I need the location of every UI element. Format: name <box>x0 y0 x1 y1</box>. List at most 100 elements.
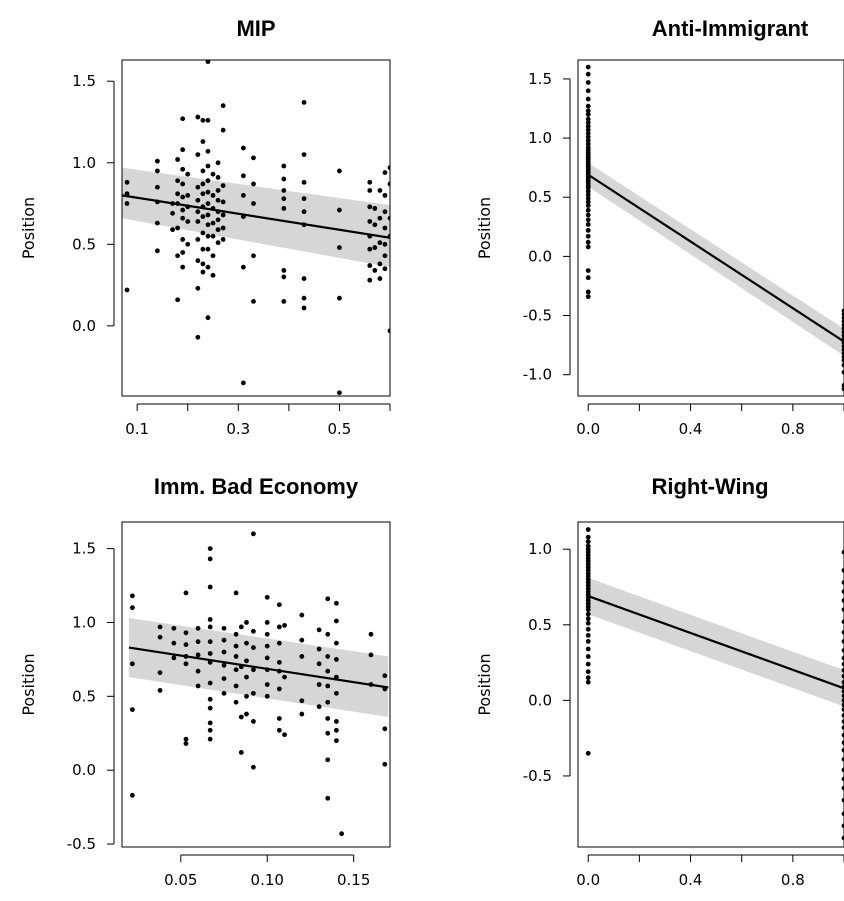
data-point <box>210 192 216 198</box>
data-point <box>183 736 189 742</box>
data-point <box>220 225 226 231</box>
data-point <box>244 658 249 664</box>
data-point <box>154 248 160 254</box>
data-point <box>841 319 844 324</box>
data-point <box>585 64 591 70</box>
x-tick-label: 0.1 <box>125 420 149 438</box>
data-point <box>233 683 239 689</box>
data-point <box>207 705 213 711</box>
y-tick-label: 0.0 <box>528 691 552 709</box>
data-point <box>276 624 282 630</box>
data-point <box>368 631 374 637</box>
chart-title: Right-Wing <box>651 474 768 499</box>
data-point <box>585 116 591 122</box>
data-point <box>195 683 201 689</box>
data-point <box>175 178 181 184</box>
data-point <box>221 690 227 696</box>
x-tick-label: 0.10 <box>251 871 284 889</box>
data-point <box>124 179 130 185</box>
data-point <box>325 668 331 674</box>
data-point <box>129 792 135 798</box>
data-point <box>220 237 226 242</box>
data-point <box>585 534 591 540</box>
data-point <box>585 192 591 198</box>
data-point <box>205 233 211 239</box>
data-point <box>585 227 591 233</box>
data-point <box>841 369 844 375</box>
chart-panel-2: 0.0 0.4 0.8 -1.0 -0.5 0.0 0.5 1.0 1.5 Position Ant… <box>475 16 844 438</box>
x-tick-label: 0.4 <box>679 420 703 438</box>
data-point <box>382 761 388 767</box>
data-point <box>244 693 249 699</box>
data-point <box>585 639 591 644</box>
data-point <box>215 160 221 166</box>
data-point <box>207 617 213 622</box>
y-tick-label: -1.0 <box>523 366 552 384</box>
data-point <box>221 662 227 668</box>
chart-panel-3: 0.05 0.10 0.15 -0.5 0.0 0.5 1.0 1.5 Position Imm.… <box>19 474 391 889</box>
data-point <box>251 764 256 770</box>
data-point <box>841 713 844 718</box>
y-tick-label: 1.5 <box>72 72 96 90</box>
data-point <box>585 141 591 147</box>
y-tick-label: 1.0 <box>72 613 96 631</box>
data-point <box>585 294 591 300</box>
data-point <box>233 699 239 705</box>
data-point <box>841 747 844 753</box>
data-point <box>210 233 216 239</box>
data-point <box>585 96 591 102</box>
data-point <box>841 688 844 694</box>
data-point <box>195 184 201 190</box>
data-point <box>585 611 591 617</box>
data-point <box>170 210 175 216</box>
data-point <box>841 835 844 841</box>
plot-area <box>128 531 389 837</box>
data-point <box>238 624 244 630</box>
data-point <box>301 276 307 281</box>
data-point <box>841 354 844 360</box>
y-tick-label: -0.5 <box>67 835 96 853</box>
plot-area <box>122 60 390 396</box>
data-point <box>299 711 305 717</box>
data-point <box>585 199 591 205</box>
data-point <box>585 130 591 136</box>
data-point <box>339 831 344 837</box>
data-point <box>200 181 206 187</box>
data-point <box>207 651 213 656</box>
data-point <box>170 227 175 233</box>
data-point <box>157 634 163 640</box>
data-point <box>154 184 160 190</box>
data-point <box>207 546 213 551</box>
data-point <box>299 637 305 643</box>
data-point <box>841 756 844 762</box>
data-point <box>221 676 227 681</box>
data-point <box>585 268 591 273</box>
data-point <box>251 690 256 696</box>
data-point <box>841 629 844 635</box>
data-point <box>210 272 216 278</box>
data-point <box>282 732 287 738</box>
data-point <box>585 607 591 613</box>
data-point <box>185 192 191 198</box>
data-point <box>841 567 844 573</box>
data-point <box>325 699 331 705</box>
data-point <box>299 612 305 618</box>
data-point <box>205 189 211 195</box>
data-point <box>129 661 135 667</box>
data-point <box>183 661 189 667</box>
data-point <box>180 181 186 187</box>
data-point <box>205 163 211 169</box>
data-point <box>124 201 130 206</box>
data-point <box>220 199 226 205</box>
plot-frame <box>121 521 391 848</box>
data-point <box>180 147 186 153</box>
data-point <box>200 261 206 267</box>
data-point <box>334 727 339 733</box>
data-point <box>183 642 189 648</box>
data-point <box>195 625 201 631</box>
data-point <box>251 201 256 206</box>
x-tick-label: 0.0 <box>576 871 600 889</box>
data-point <box>387 215 390 221</box>
data-point <box>251 645 256 650</box>
plot-frame <box>577 59 844 397</box>
